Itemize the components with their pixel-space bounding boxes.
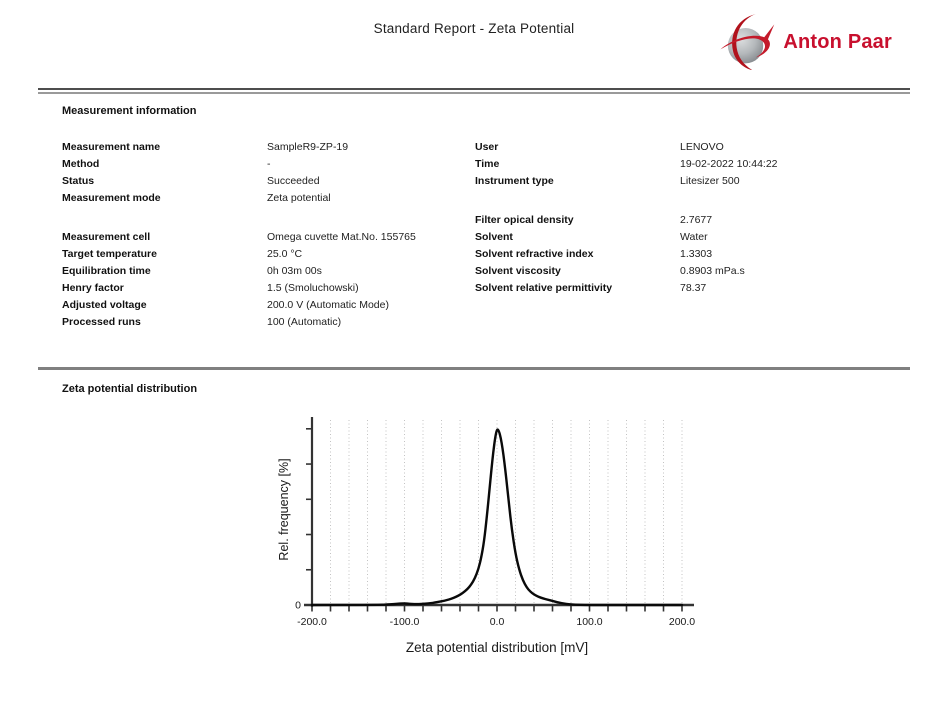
field-label: Henry factor [62,282,124,294]
field-value: 0.8903 mPa.s [680,265,745,277]
x-axis-title: Zeta potential distribution [mV] [406,640,588,655]
field-value [680,314,922,331]
info-row: Status Succeeded Instrument type Litesizer … [62,173,922,190]
info-row: Measurement cell Omega cuvette Mat.No. 15… [62,229,922,246]
field-value: 1.3303 [680,248,713,260]
field-label: Status [62,175,95,187]
x-tick-label: 100.0 [576,616,602,628]
info-row: Filter opical density 2.7677 [62,212,922,229]
field-value [680,297,922,314]
info-row: Method - Time 19-02-2022 10:44:22 [62,156,922,173]
anton-paar-logo-icon [720,14,775,70]
x-tick-label: -100.0 [390,616,420,628]
field-label [62,212,267,229]
field-value: LENOVO [680,141,724,153]
y-axis-title: Rel. frequency [%] [277,458,291,560]
field-label [475,190,680,207]
y-tick-label: 0 [295,600,301,612]
field-label: Solvent relative permittivity [475,282,613,294]
field-value: 25.0 °C [267,248,303,260]
info-row: Processed runs 100 (Automatic) [62,314,922,331]
field-label: Instrument type [475,175,554,187]
field-label: Measurement name [62,141,161,153]
zeta-distribution-section: Zeta potential distribution -200.0 -100.0… [62,383,922,655]
section-title-zeta-distribution: Zeta potential distribution [62,383,198,395]
field-value: 2.7677 [680,214,713,226]
header-divider [38,88,910,94]
field-label [475,314,680,331]
field-value: - [267,158,271,170]
field-value: Omega cuvette Mat.No. 155765 [267,231,416,243]
measurement-info-section: Measurement information Measurement name… [62,105,922,331]
field-label: User [475,141,499,153]
field-value: Succeeded [267,175,320,187]
field-label: Target temperature [62,248,157,260]
field-label: Method [62,158,100,170]
field-value: Zeta potential [267,192,331,204]
field-label: Filter opical density [475,214,574,226]
info-row: Adjusted voltage 200.0 V (Automatic Mode) [62,297,922,314]
field-label: Adjusted voltage [62,299,147,311]
zeta-potential-chart: -200.0 -100.0 0.0 100.0 200.0 0 Zeta potential… [270,410,700,670]
info-row: Equilibration time 0h 03m 00s Solvent visc… [62,263,922,280]
field-label: Solvent refractive index [475,248,594,260]
info-row: Target temperature 25.0 °C Solvent refract… [62,246,922,263]
field-value: Water [680,231,708,243]
field-value [680,190,922,207]
field-value: 1.5 (Smoluchowski) [267,282,359,294]
field-label: Equilibration time [62,265,151,277]
field-value: 200.0 V (Automatic Mode) [267,299,389,311]
field-value: Litesizer 500 [680,175,740,187]
report-title: Standard Report - Zeta Potential [373,21,575,36]
field-label: Time [475,158,500,170]
field-label: Solvent viscosity [475,265,561,277]
x-tick-label: -200.0 [297,616,327,628]
field-label: Measurement mode [62,192,161,204]
field-value: 100 (Automatic) [267,316,342,328]
field-value: 19-02-2022 10:44:22 [680,158,778,170]
zeta-potential-chart-canvas: -200.0 -100.0 0.0 100.0 200.0 0 Zeta potential… [277,417,695,655]
field-value: SampleR9-ZP-19 [267,141,349,153]
measurement-info-table: Measurement name SampleR9-ZP-19 User LENOVO… [62,139,922,331]
section-title-measurement-info: Measurement information [62,105,197,117]
section-divider [38,367,910,370]
info-row: Henry factor 1.5 (Smoluchowski) Solvent re… [62,280,922,297]
field-label: Processed runs [62,316,141,328]
field-label: Solvent [475,231,513,243]
field-value [267,212,475,229]
field-value: 0h 03m 00s [267,265,322,277]
field-label [475,297,680,314]
anton-paar-logo-text: Anton Paar [783,30,892,53]
distribution-curve [310,428,684,607]
info-row: Measurement mode Zeta potential [62,190,922,207]
info-row: Measurement name SampleR9-ZP-19 User LENOVO [62,139,922,156]
anton-paar-logo: Anton Paar [719,12,892,72]
x-tick-label: 0.0 [490,616,505,628]
field-label: Measurement cell [62,231,151,243]
x-tick-label: 200.0 [669,616,695,628]
field-value: 78.37 [680,282,707,294]
